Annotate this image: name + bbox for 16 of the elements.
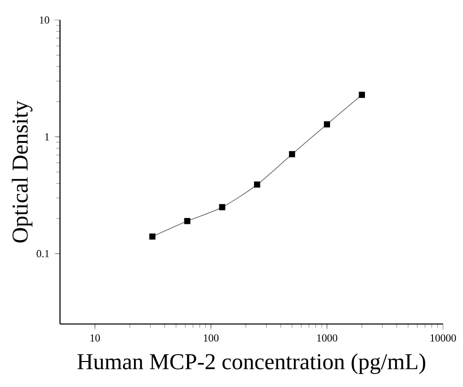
y-axis-title: Optical Density (12, 100, 32, 243)
x-tick-label: 100 (204, 334, 219, 342)
point (149, 234, 156, 240)
x-tick-label: 10 (90, 334, 100, 342)
y-tick-label: 0.1 (36, 250, 49, 258)
point (254, 182, 260, 188)
point (219, 204, 226, 210)
x-tick-label: 10000 (430, 334, 456, 342)
point (184, 218, 190, 224)
point (358, 92, 365, 98)
y-tick-label: 10 (40, 16, 50, 24)
point (288, 151, 296, 158)
point (324, 121, 330, 128)
y-tick-label: 1 (45, 133, 49, 140)
x-tick-label: 1000 (317, 334, 338, 342)
x-axis-title: Human MCP-2 concentration (pg/mL) (77, 353, 426, 374)
